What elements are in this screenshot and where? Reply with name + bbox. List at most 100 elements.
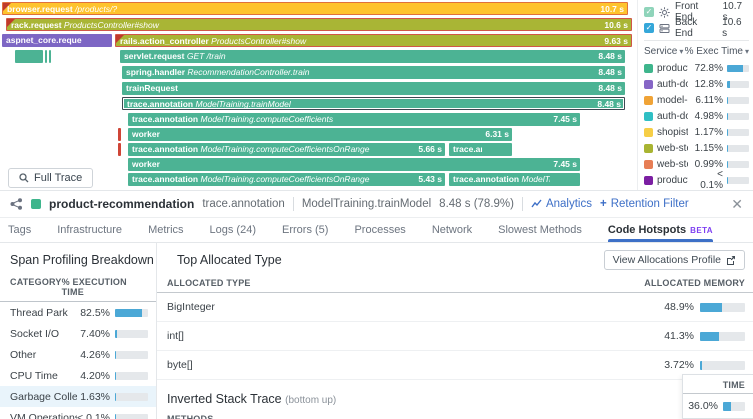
checkbox[interactable]: ✓ [644,23,654,33]
flame-span[interactable]: trainRequest 8.48 s [122,82,625,95]
checkbox[interactable]: ✓ [644,7,654,17]
breakdown-pct: 7.40% [80,327,110,340]
service-row[interactable]: web-store 1.15% [644,140,749,156]
service-row[interactable]: product-recom... < 0.1% [644,169,749,191]
span-profiling-breakdown: Span Profiling Breakdown CATEGORY % EXEC… [0,243,157,419]
allocated-memory-bar [700,331,745,341]
flame-span[interactable]: trace.annotation ModelTraining.computeCo… [128,173,445,186]
allocations-title: Top Allocated Type [177,253,282,267]
category-column-header[interactable]: CATEGORY [10,277,62,287]
flame-span-label: trace.annotation ModelTraining.s... [453,174,550,184]
flame-span[interactable]: trace.annotation ModelTraining.s... [449,173,580,186]
time-column-panel: TIME 36.0% [682,374,753,419]
breakdown-row[interactable]: Socket I/O 7.40% [0,323,156,344]
service-row[interactable]: auth-dotnet 12.8% [644,76,749,92]
service-row[interactable]: shopist-web-ui 1.17% [644,124,749,140]
service-exec-pct: 4.98% [694,110,723,122]
allocated-type: byte[] [167,359,193,371]
tab-metrics[interactable]: Metrics [148,218,183,242]
tab-code-hotspots[interactable]: Code Hotspots BETA [607,218,713,242]
service-label: web-store-mon... [657,158,688,170]
chevron-down-icon: ▾ [744,47,749,56]
breakdown-row[interactable]: Garbage Collection1.63% [0,386,156,407]
magnifier-icon [19,173,29,183]
flame-span[interactable]: spring.handler RecommendationController.… [122,66,625,79]
full-trace-button[interactable]: Full Trace [8,168,94,188]
allocation-row[interactable]: int[] 41.3% [157,322,753,351]
flame-span[interactable]: trace.annotation ModelTraining.trainMode… [122,97,625,110]
execution-time-column-header[interactable]: % EXECUTION TIME [61,277,127,297]
service-exec-bar [727,176,749,184]
span-type: trace.annotation [202,198,285,210]
tab-errors-5[interactable]: Errors (5) [282,218,328,242]
service-row[interactable]: product-recom... 72.8% [644,60,749,76]
flame-span-label: aspnet_core.request POST check-t... [6,35,82,45]
flame-span[interactable]: aspnet_core.request POST check-t... [2,34,112,47]
service-color-swatch [644,111,653,121]
service-row[interactable]: auth-dotnet-po... 4.98% [644,108,749,124]
service-exec-bar [727,144,749,152]
allocated-type-column-header[interactable]: ALLOCATED TYPE [167,278,251,288]
flame-span[interactable]: trace.annotation ModelTraining.computeCo… [128,143,445,156]
flame-span[interactable]: rails.action_controller ProductsControll… [115,34,632,47]
breakdown-row[interactable]: Thread Park 82.5% [0,302,156,323]
flame-span[interactable]: trace.an... [449,143,512,156]
tab-network[interactable]: Network [432,218,472,242]
tab-tags[interactable]: Tags [8,218,31,242]
flame-span[interactable]: browser.request /products/? 10.7 s [2,2,628,15]
toggle-label: Back End [675,17,698,39]
service-label: auth-dotnet-po... [657,110,688,122]
breakdown-row[interactable]: CPU Time 4.20% [0,365,156,386]
allocated-memory-column-header[interactable]: ALLOCATED MEMORY [644,278,745,288]
flame-span[interactable] [45,50,47,63]
breakdown-pct: 4.20% [80,369,110,382]
breakdown-bar [115,350,148,359]
beta-badge: BETA [690,225,713,235]
breakdown-bar [115,308,148,317]
breakdown-pct: < 0.1% [77,411,110,419]
time-column-header[interactable]: TIME [683,375,753,394]
service-row[interactable]: web-store-mon... 0.99% [644,156,749,172]
allocation-row[interactable]: byte[] 3.72% [157,351,753,380]
flame-span[interactable]: rack.request ProductsController#show 10.6… [6,18,632,31]
flame-span[interactable] [49,50,51,63]
tab-processes[interactable]: Processes [354,218,405,242]
retention-filter-link[interactable]: + Retention Filter [600,198,689,210]
flame-span-duration: 8.48 s [598,67,622,77]
tab-label: Errors (5) [282,224,329,236]
service-color-swatch [644,79,653,89]
breakdown-rows: Thread Park 82.5% Socket I/O 7.40% Other 4.26… [0,302,156,419]
flame-span[interactable]: worker 6.31 s [128,128,512,141]
chevron-down-icon: ▾ [679,47,684,56]
flame-span[interactable]: servlet.request GET /train 8.48 s [120,50,625,63]
endpoint-toggle-row: ✓ Front End 10.7 s [644,1,749,23]
flame-span-duration: 8.48 s [598,51,622,61]
flame-span[interactable]: post... [15,50,43,63]
tab-slowest-methods[interactable]: Slowest Methods [498,218,582,242]
flame-span[interactable]: worker 7.45 s [128,158,580,171]
service-label: web-store [657,142,688,154]
service-label: auth-dotnet [657,78,688,90]
breakdown-row[interactable]: Other 4.26% [0,344,156,365]
tab-label: Code Hotspots [607,224,687,236]
tab-infrastructure[interactable]: Infrastructure [57,218,122,242]
close-icon[interactable]: ✕ [731,195,743,212]
time-bar [723,401,745,411]
service-row[interactable]: model-storage 6.11% [644,92,749,108]
breakdown-row[interactable]: VM Operations < 0.1% [0,407,156,419]
service-column-header[interactable]: Service [644,46,678,57]
service-exec-pct: < 0.1% [700,169,723,191]
flame-graph: browser.request /products/? 10.7 s rack.re… [0,0,636,190]
view-allocations-profile-button[interactable]: View Allocations Profile [603,250,745,270]
code-hotspots-content: Span Profiling Breakdown CATEGORY % EXEC… [0,243,753,419]
methods-column-header[interactable]: METHODS [167,414,214,419]
flame-span[interactable]: trace.annotation ModelTraining.computeCo… [128,113,580,126]
analytics-link[interactable]: Analytics [531,198,592,210]
toggle-label: Front End [675,1,699,23]
exec-time-column-header[interactable]: % Exec Time [684,46,743,57]
allocation-row[interactable]: BigInteger 48.9% [157,293,753,322]
tab-logs-24[interactable]: Logs (24) [210,218,256,242]
allocated-memory-pct: 41.3% [664,330,694,342]
span-duration: 8.48 s (78.9%) [439,198,514,210]
service-exec-bar [727,160,749,168]
